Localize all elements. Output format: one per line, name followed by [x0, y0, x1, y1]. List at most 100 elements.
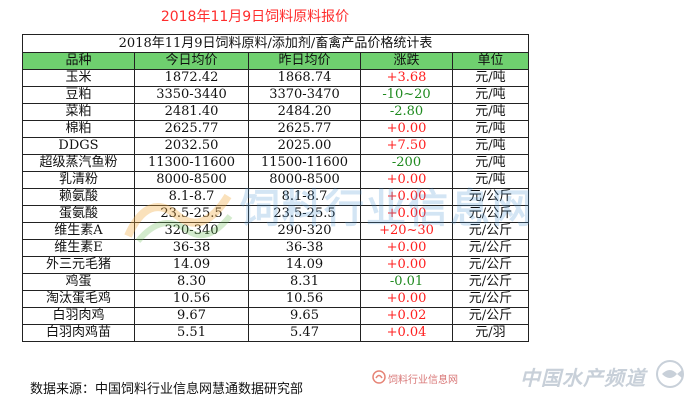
- cell-today-avg: 9.67: [134, 307, 249, 325]
- cell-change: +3.68: [360, 69, 453, 87]
- table-row: 棉粕 2625.77 2625.77 +0.00 元/吨: [22, 120, 529, 138]
- cell-variety: 鸡蛋: [22, 273, 135, 291]
- cell-variety: DDGS: [22, 137, 135, 155]
- cell-variety: 豆粕: [22, 86, 135, 104]
- cell-unit: 元/羽: [452, 324, 529, 342]
- cell-unit: 元/公斤: [452, 222, 529, 240]
- table-row: 玉米 1872.42 1868.74 +3.68 元/吨: [22, 69, 529, 87]
- table-row: 菜粕 2481.40 2484.20 -2.80 元/吨: [22, 103, 529, 121]
- cell-unit: 元/公斤: [452, 205, 529, 223]
- cell-yesterday-avg: 3370-3470: [248, 86, 361, 104]
- cell-yesterday-avg: 8.1-8.7: [248, 188, 361, 206]
- cell-variety: 赖氨酸: [22, 188, 135, 206]
- cell-change: -10~20: [360, 86, 453, 104]
- cell-today-avg: 8.30: [134, 273, 249, 291]
- cell-change: +0.00: [360, 256, 453, 274]
- cell-today-avg: 2625.77: [134, 120, 249, 138]
- header-today-avg: 今日均价: [134, 52, 249, 70]
- cell-change: +0.00: [360, 205, 453, 223]
- cell-variety: 外三元毛猪: [22, 256, 135, 274]
- cell-change: +0.04: [360, 324, 453, 342]
- cell-yesterday-avg: 9.65: [248, 307, 361, 325]
- cell-variety: 维生素A: [22, 222, 135, 240]
- cell-today-avg: 3350-3440: [134, 86, 249, 104]
- cell-today-avg: 14.09: [134, 256, 249, 274]
- cell-variety: 菜粕: [22, 103, 135, 121]
- cell-unit: 元/吨: [452, 120, 529, 138]
- table-row: 蛋氨酸 23.5-25.5 23.5-25.5 +0.00 元/公斤: [22, 205, 529, 223]
- cell-unit: 元/公斤: [452, 188, 529, 206]
- cell-variety: 维生素E: [22, 239, 135, 257]
- table-row: 维生素E 36-38 36-38 +0.00 元/公斤: [22, 239, 529, 257]
- cell-yesterday-avg: 14.09: [248, 256, 361, 274]
- header-change: 涨跌: [360, 52, 453, 70]
- cell-yesterday-avg: 1868.74: [248, 69, 361, 87]
- table-row: 白羽肉鸡 9.67 9.65 +0.02 元/公斤: [22, 307, 529, 325]
- cell-yesterday-avg: 290-320: [248, 222, 361, 240]
- table-row: 赖氨酸 8.1-8.7 8.1-8.7 +0.00 元/公斤: [22, 188, 529, 206]
- price-table: 2018年11月9日饲料原料/添加剂/畜禽产品价格统计表 品种 今日均价 昨日均…: [22, 34, 529, 342]
- cell-change: +0.02: [360, 307, 453, 325]
- table-row: 白羽肉鸡苗 5.51 5.47 +0.04 元/羽: [22, 324, 529, 342]
- cell-today-avg: 23.5-25.5: [134, 205, 249, 223]
- cell-yesterday-avg: 11500-11600: [248, 154, 361, 172]
- cell-unit: 元/公斤: [452, 290, 529, 308]
- cell-yesterday-avg: 2625.77: [248, 120, 361, 138]
- cell-today-avg: 11300-11600: [134, 154, 249, 172]
- cell-yesterday-avg: 2025.00: [248, 137, 361, 155]
- header-variety: 品种: [22, 52, 135, 70]
- cell-unit: 元/吨: [452, 86, 529, 104]
- table-body: 玉米 1872.42 1868.74 +3.68 元/吨 豆粕 3350-3440 3370-…: [22, 69, 529, 342]
- cell-unit: 元/公斤: [452, 256, 529, 274]
- cell-yesterday-avg: 36-38: [248, 239, 361, 257]
- cell-change: -0.01: [360, 273, 453, 291]
- cell-change: +0.00: [360, 290, 453, 308]
- watermark-small-logo-icon: [372, 370, 386, 384]
- cell-unit: 元/吨: [452, 69, 529, 87]
- cell-yesterday-avg: 2484.20: [248, 103, 361, 121]
- cell-unit: 元/吨: [452, 103, 529, 121]
- cell-today-avg: 10.56: [134, 290, 249, 308]
- cell-yesterday-avg: 8.31: [248, 273, 361, 291]
- cell-unit: 元/公斤: [452, 239, 529, 257]
- cell-today-avg: 5.51: [134, 324, 249, 342]
- cell-variety: 淘汰蛋毛鸡: [22, 290, 135, 308]
- table-row: 淘汰蛋毛鸡 10.56 10.56 +0.00 元/公斤: [22, 290, 529, 308]
- cell-change: +20~30: [360, 222, 453, 240]
- cell-unit: 元/公斤: [452, 273, 529, 291]
- cell-today-avg: 2481.40: [134, 103, 249, 121]
- cell-today-avg: 1872.42: [134, 69, 249, 87]
- cell-variety: 玉米: [22, 69, 135, 87]
- cell-yesterday-avg: 23.5-25.5: [248, 205, 361, 223]
- table-row: 鸡蛋 8.30 8.31 -0.01 元/公斤: [22, 273, 529, 291]
- cell-change: +7.50: [360, 137, 453, 155]
- page-heading: 2018年11月9日饲料原料报价: [160, 9, 350, 25]
- table-row: 乳清粉 8000-8500 8000-8500 +0.00 元/吨: [22, 171, 529, 189]
- cell-variety: 白羽肉鸡: [22, 307, 135, 325]
- table-row: DDGS 2032.50 2025.00 +7.50 元/吨: [22, 137, 529, 155]
- cell-variety: 白羽肉鸡苗: [22, 324, 135, 342]
- table-row: 超级蒸汽鱼粉 11300-11600 11500-11600 -200 元/吨: [22, 154, 529, 172]
- cell-yesterday-avg: 5.47: [248, 324, 361, 342]
- cell-change: +0.00: [360, 239, 453, 257]
- cell-change: -2.80: [360, 103, 453, 121]
- cell-yesterday-avg: 8000-8500: [248, 171, 361, 189]
- header-yesterday-avg: 昨日均价: [248, 52, 361, 70]
- cell-variety: 乳清粉: [22, 171, 135, 189]
- cell-today-avg: 8.1-8.7: [134, 188, 249, 206]
- cell-today-avg: 36-38: [134, 239, 249, 257]
- cell-change: -200: [360, 154, 453, 172]
- cell-variety: 棉粕: [22, 120, 135, 138]
- cell-unit: 元/公斤: [452, 307, 529, 325]
- table-row: 豆粕 3350-3440 3370-3470 -10~20 元/吨: [22, 86, 529, 104]
- cell-unit: 元/吨: [452, 137, 529, 155]
- watermark-corner-text: 中国水产频道: [520, 366, 646, 390]
- table-row: 外三元毛猪 14.09 14.09 +0.00 元/公斤: [22, 256, 529, 274]
- watermark-fish-icon: [656, 360, 684, 388]
- cell-variety: 蛋氨酸: [22, 205, 135, 223]
- cell-today-avg: 320-340: [134, 222, 249, 240]
- table-header-row: 品种 今日均价 昨日均价 涨跌 单位: [22, 52, 529, 70]
- cell-unit: 元/吨: [452, 154, 529, 172]
- cell-variety: 超级蒸汽鱼粉: [22, 154, 135, 172]
